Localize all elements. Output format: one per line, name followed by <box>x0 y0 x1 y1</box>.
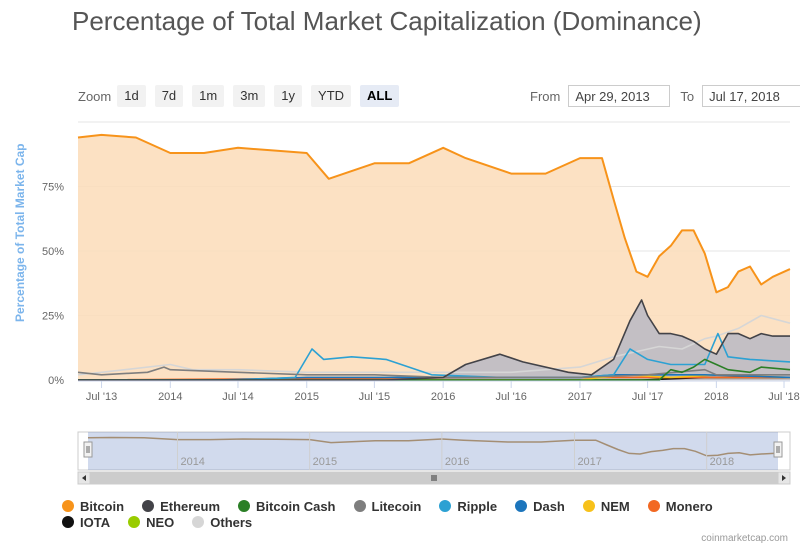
zoom-button-1m[interactable]: 1m <box>192 85 225 107</box>
x-tick-label: Jul '16 <box>495 391 526 403</box>
legend-item-litecoin[interactable]: Litecoin <box>353 498 422 514</box>
legend-marker-icon <box>353 500 366 512</box>
x-tick-label: 2015 <box>294 391 318 403</box>
y-tick-label: 0% <box>48 375 64 387</box>
x-tick-label: Jul '17 <box>632 391 663 403</box>
legend-row: Bitcoin Ethereum Bitcoin Cash Litecoin Rippl… <box>62 498 731 514</box>
from-label: From <box>530 88 561 104</box>
to-label: To <box>680 88 695 104</box>
legend-item-monero[interactable]: Monero <box>647 498 713 514</box>
ethereum-area <box>78 300 790 380</box>
x-tick-label: Jul '14 <box>222 391 253 403</box>
legend-label: Litecoin <box>371 498 422 514</box>
legend-item-nem[interactable]: NEM <box>582 498 630 514</box>
bitcoin-line <box>77 133 791 294</box>
legend-item-others[interactable]: Others <box>192 514 252 530</box>
legend-item-neo[interactable]: NEO <box>128 514 174 530</box>
legend-row: IOTA NEO Others <box>62 514 731 530</box>
credit-link[interactable]: coinmarketcap.com <box>701 533 788 544</box>
navigator-tick-label: 2017 <box>577 456 601 468</box>
x-tick-label: 2017 <box>568 391 592 403</box>
x-tick-label: Jul '15 <box>359 391 390 403</box>
legend-item-dash[interactable]: Dash <box>515 498 565 514</box>
y-axis: 0% 25% 50% 75% <box>42 182 64 388</box>
navigator-tick-label: 2014 <box>180 456 204 468</box>
x-tick-label: 2014 <box>158 391 182 403</box>
scrollbar-right-arrow-icon <box>782 475 786 481</box>
scrollbar-left-arrow-icon <box>82 475 86 481</box>
zoom-label: Zoom <box>78 88 112 104</box>
legend-label: NEO <box>146 514 175 530</box>
navigator-frame <box>77 431 791 471</box>
legend-label: Ripple <box>457 498 498 514</box>
series-areas <box>78 134 790 380</box>
zoom-button-3m[interactable]: 3m <box>233 85 266 107</box>
navigator[interactable]: 2014 2015 2016 2017 2018 <box>77 431 791 485</box>
bitcoin-cash-line <box>78 358 791 381</box>
navigator-series-line <box>87 436 779 457</box>
y-tick-label: 25% <box>42 311 64 323</box>
x-tick-label: 2016 <box>431 391 455 403</box>
legend-marker-icon <box>62 500 74 512</box>
legend-marker-icon <box>238 500 251 512</box>
legend-label: Others <box>210 514 253 530</box>
legend-marker-icon <box>62 516 74 528</box>
y-tick-label: 50% <box>42 246 64 258</box>
legend-label: Bitcoin Cash <box>256 498 336 514</box>
zoom-button-1d[interactable]: 1d <box>117 85 146 107</box>
legend-item-ripple[interactable]: Ripple <box>439 498 497 514</box>
legend-item-bitcoin[interactable]: Bitcoin <box>62 498 124 514</box>
legend-label: Bitcoin <box>80 498 125 514</box>
legend-marker-icon <box>647 500 660 512</box>
navigator-tick-label: 2015 <box>313 456 337 468</box>
legend-marker-icon <box>582 500 595 512</box>
legend-item-iota[interactable]: IOTA <box>62 514 110 530</box>
chart-title: Percentage of Total Market Capitalizatio… <box>72 6 702 36</box>
navigator-tick-label: 2018 <box>710 456 734 468</box>
legend-label: Ethereum <box>160 498 221 514</box>
legend: Bitcoin Ethereum Bitcoin Cash Litecoin Rippl… <box>62 498 731 530</box>
x-axis: Jul '13 2014 Jul '14 2015 Jul '15 2016 Jul '16… <box>78 380 800 403</box>
ethereum-line <box>78 299 790 381</box>
dominance-chart: 0%25%50%75% Jul '13 2014 Jul '14 2015 Jul '1… <box>42 121 800 485</box>
legend-item-bitcoin-cash[interactable]: Bitcoin Cash <box>238 498 336 514</box>
legend-marker-icon <box>142 500 155 512</box>
x-tick-label: 2018 <box>704 391 728 403</box>
navigator-left-handle[interactable] <box>83 441 93 458</box>
zoom-button-7d[interactable]: 7d <box>154 85 184 107</box>
legend-label: IOTA <box>80 514 111 530</box>
date-range-selector: From To <box>530 84 800 108</box>
zoom-button-1y[interactable]: 1y <box>274 85 303 107</box>
y-tick-label: 75% <box>42 182 64 194</box>
navigator-right-handle[interactable] <box>773 441 783 458</box>
from-date-input[interactable] <box>568 85 671 107</box>
legend-label: NEM <box>600 498 630 514</box>
x-tick-label: Jul '18 <box>768 391 799 403</box>
x-tick-label: Jul '13 <box>86 391 117 403</box>
legend-label: Monero <box>665 498 713 514</box>
legend-marker-icon <box>192 516 205 528</box>
series-lines <box>77 133 791 381</box>
zoom-toolbar: Zoom 1d 7d 1m 3m 1y YTD ALL <box>78 84 408 108</box>
zoom-button-ytd[interactable]: YTD <box>311 85 352 107</box>
zoom-button-all[interactable]: ALL <box>360 85 400 107</box>
legend-marker-icon <box>439 500 452 512</box>
legend-item-ethereum[interactable]: Ethereum <box>142 498 220 514</box>
navigator-tick-label: 2016 <box>445 456 469 468</box>
to-date-input[interactable] <box>702 85 800 107</box>
legend-marker-icon <box>128 516 141 528</box>
legend-label: Dash <box>533 498 565 514</box>
legend-marker-icon <box>515 500 528 512</box>
